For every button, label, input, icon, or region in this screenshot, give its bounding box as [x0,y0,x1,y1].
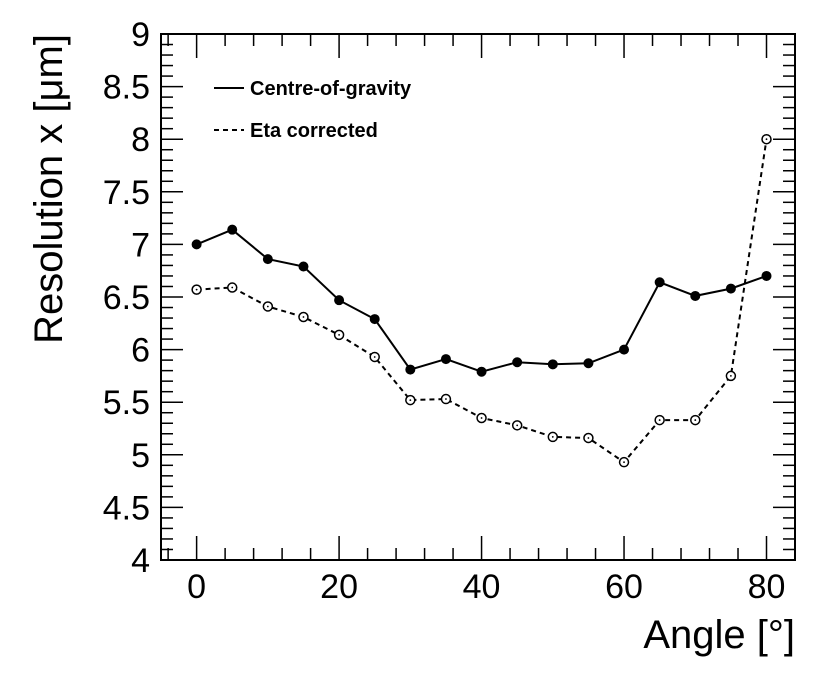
data-point-center [231,286,234,289]
legend-label: Eta corrected [250,120,378,142]
y-tick-label: 8.5 [103,69,150,107]
data-point-center [765,138,768,141]
y-tick-label: 8 [131,121,150,159]
data-point [262,254,273,265]
y-tick-label: 5.5 [103,384,150,422]
y-tick-label: 5 [131,437,150,475]
data-point-center [694,419,697,421]
data-point-center [302,316,305,318]
legend-label: Centre-of-gravity [250,78,412,100]
data-point [369,314,380,325]
data-point [725,283,736,294]
data-point [654,277,665,288]
data-point [298,261,309,272]
data-point-center [373,356,376,358]
series-centre-of-gravity [191,224,772,377]
data-point-center [587,437,590,439]
data-point-center [729,375,732,377]
data-point-center [623,461,625,464]
data-point-center [195,288,198,291]
x-tick-label: 40 [463,568,501,606]
x-tick-label: 20 [320,568,358,606]
data-point [334,295,345,306]
data-point-center [658,419,661,421]
data-point [761,270,772,281]
series-line [196,228,767,373]
data-point [583,358,594,369]
y-tick-label: 6 [131,332,150,370]
series-eta-corrected [191,133,772,468]
x-tick-label: 60 [605,568,643,606]
axis-ticks [161,33,796,561]
data-point-center [338,333,340,336]
data-point [405,364,416,375]
y-tick-label: 4 [131,542,150,580]
data-point-center [551,436,554,438]
data-point-center [445,398,447,400]
data-point [547,359,558,370]
data-point-center [409,399,412,401]
tick-labels: 4 4.5 5 5.5 6 6.5 7 7.5 8 8.5 9 0 20 40 60 80 [103,16,786,606]
data-point-center [480,417,483,419]
data-point [690,290,701,301]
data-point-center [266,305,269,308]
data-point [619,344,630,355]
data-point [191,239,202,250]
y-tick-label: 7.5 [103,174,150,212]
y-tick-label: 7 [131,226,150,264]
y-tick-label: 9 [131,16,150,54]
data-point [440,354,451,365]
data-point [512,357,523,368]
data-point [227,224,238,235]
x-tick-label: 80 [748,568,786,606]
data-point [476,366,487,377]
y-tick-label: 6.5 [103,279,150,317]
y-tick-label: 4.5 [103,489,150,527]
legend: Centre-of-gravity Eta corrected [214,78,412,142]
data-point-center [516,424,519,427]
x-tick-label: 0 [187,568,206,606]
data-series [191,133,772,468]
x-axis-title: Angle [°] [643,613,795,657]
y-axis-title: Resolution x [μm] [27,34,71,344]
